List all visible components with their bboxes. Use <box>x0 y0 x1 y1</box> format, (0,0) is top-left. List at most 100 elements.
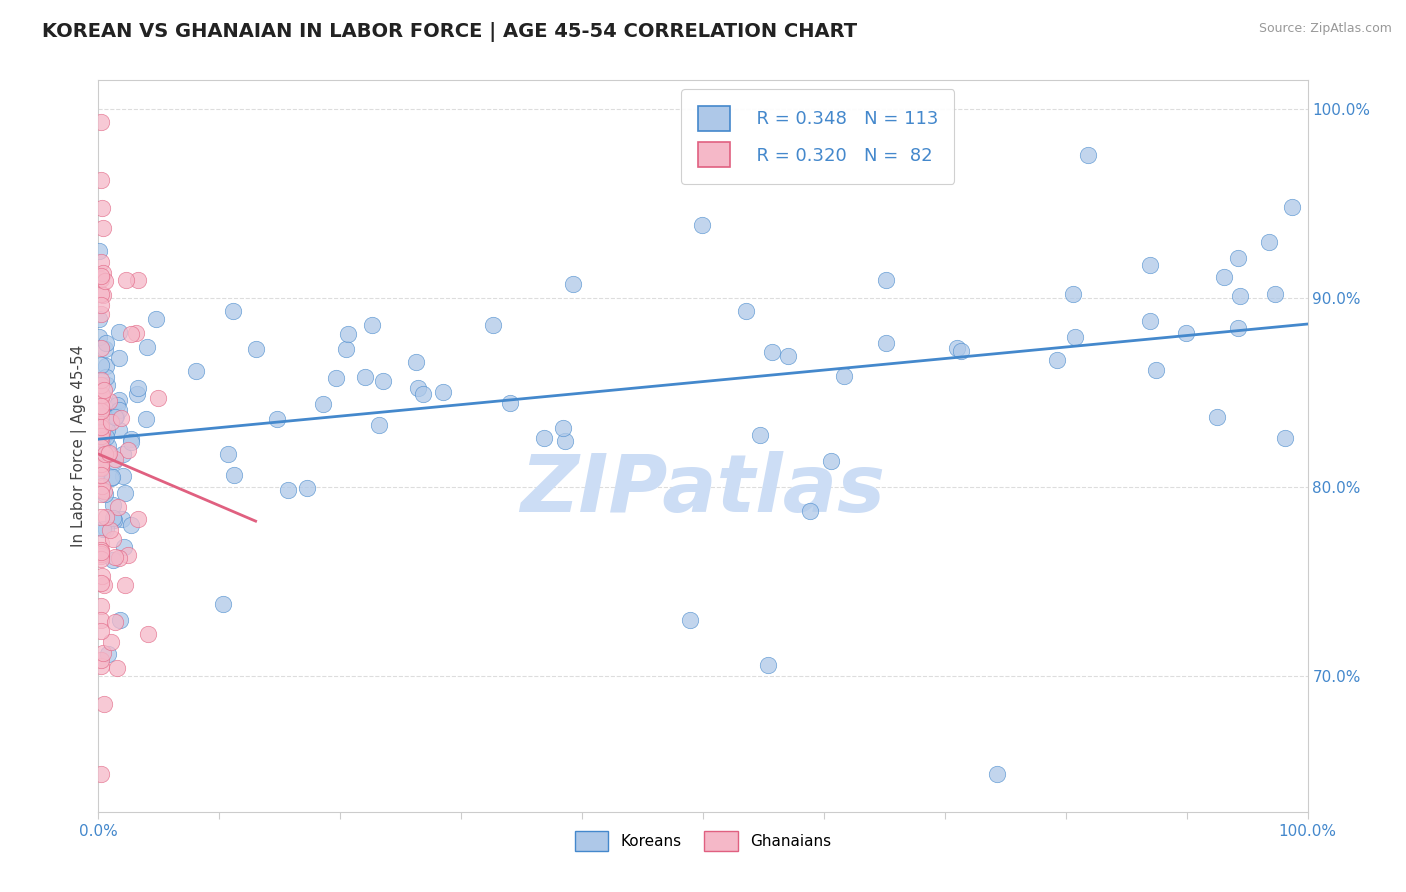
Point <box>96 509 118 524</box>
Point <box>91 479 114 493</box>
Point <box>312 397 335 411</box>
Point <box>91 522 114 536</box>
Point <box>90 272 112 286</box>
Point <box>90 410 112 425</box>
Point <box>120 432 142 446</box>
Point <box>405 355 427 369</box>
Point <box>90 420 112 434</box>
Point <box>100 635 122 649</box>
Point <box>90 395 112 409</box>
Point <box>1281 201 1303 215</box>
Point <box>90 425 112 439</box>
Point <box>90 599 112 613</box>
Point <box>98 523 121 537</box>
Point <box>353 370 375 384</box>
Point <box>562 277 585 291</box>
Point <box>93 342 115 356</box>
Point <box>87 465 110 479</box>
Point <box>90 388 112 402</box>
Point <box>94 447 117 461</box>
Point <box>756 658 779 673</box>
Point <box>1212 269 1234 284</box>
Point <box>103 452 125 467</box>
Point <box>110 614 132 628</box>
Point <box>679 613 702 627</box>
Point <box>946 341 969 355</box>
Point <box>145 311 167 326</box>
Point <box>93 383 115 397</box>
Point <box>107 423 129 437</box>
Point <box>90 487 112 501</box>
Point <box>90 429 112 443</box>
Point <box>834 369 856 384</box>
Point <box>100 470 122 484</box>
Point <box>217 447 239 461</box>
Point <box>1077 148 1099 162</box>
Point <box>96 336 118 351</box>
Point <box>101 553 124 567</box>
Point <box>734 303 756 318</box>
Point <box>104 550 127 565</box>
Point <box>93 697 115 711</box>
Point <box>245 342 267 356</box>
Point <box>90 286 112 301</box>
Point <box>94 522 117 536</box>
Point <box>90 542 112 557</box>
Point <box>90 547 112 561</box>
Point <box>533 431 555 445</box>
Point <box>127 381 149 395</box>
Point <box>1139 313 1161 327</box>
Point <box>875 273 897 287</box>
Point <box>90 409 112 423</box>
Point <box>114 485 136 500</box>
Point <box>135 412 157 426</box>
Point <box>90 378 112 392</box>
Point <box>90 417 112 431</box>
Point <box>93 484 115 499</box>
Point <box>94 370 117 384</box>
Point <box>90 536 112 550</box>
Point <box>87 447 110 461</box>
Point <box>412 386 434 401</box>
Point <box>120 517 142 532</box>
Point <box>91 266 114 280</box>
Point <box>1175 326 1198 340</box>
Point <box>1139 258 1161 272</box>
Point <box>367 418 389 433</box>
Point <box>91 388 114 402</box>
Point <box>105 661 128 675</box>
Point <box>335 342 357 356</box>
Point <box>146 391 169 405</box>
Point <box>90 549 112 564</box>
Y-axis label: In Labor Force | Age 45-54: In Labor Force | Age 45-54 <box>72 345 87 547</box>
Point <box>96 377 118 392</box>
Point <box>105 409 128 424</box>
Point <box>105 398 128 412</box>
Point <box>90 341 112 355</box>
Point <box>1258 235 1281 249</box>
Point <box>211 597 233 611</box>
Point <box>222 467 245 482</box>
Point <box>114 578 136 592</box>
Point <box>875 335 897 350</box>
Point <box>337 326 360 341</box>
Point <box>90 624 112 638</box>
Point <box>87 330 110 344</box>
Point <box>112 540 135 554</box>
Point <box>90 404 112 418</box>
Point <box>325 371 347 385</box>
Point <box>297 481 319 495</box>
Text: Source: ZipAtlas.com: Source: ZipAtlas.com <box>1258 22 1392 36</box>
Point <box>90 653 112 667</box>
Point <box>90 358 112 372</box>
Point <box>96 423 118 437</box>
Point <box>90 201 112 215</box>
Point <box>90 461 112 475</box>
Point <box>108 551 131 566</box>
Point <box>748 428 770 442</box>
Point <box>117 548 139 562</box>
Point <box>108 326 131 340</box>
Text: ZIPatlas: ZIPatlas <box>520 450 886 529</box>
Point <box>87 244 110 259</box>
Point <box>90 436 112 450</box>
